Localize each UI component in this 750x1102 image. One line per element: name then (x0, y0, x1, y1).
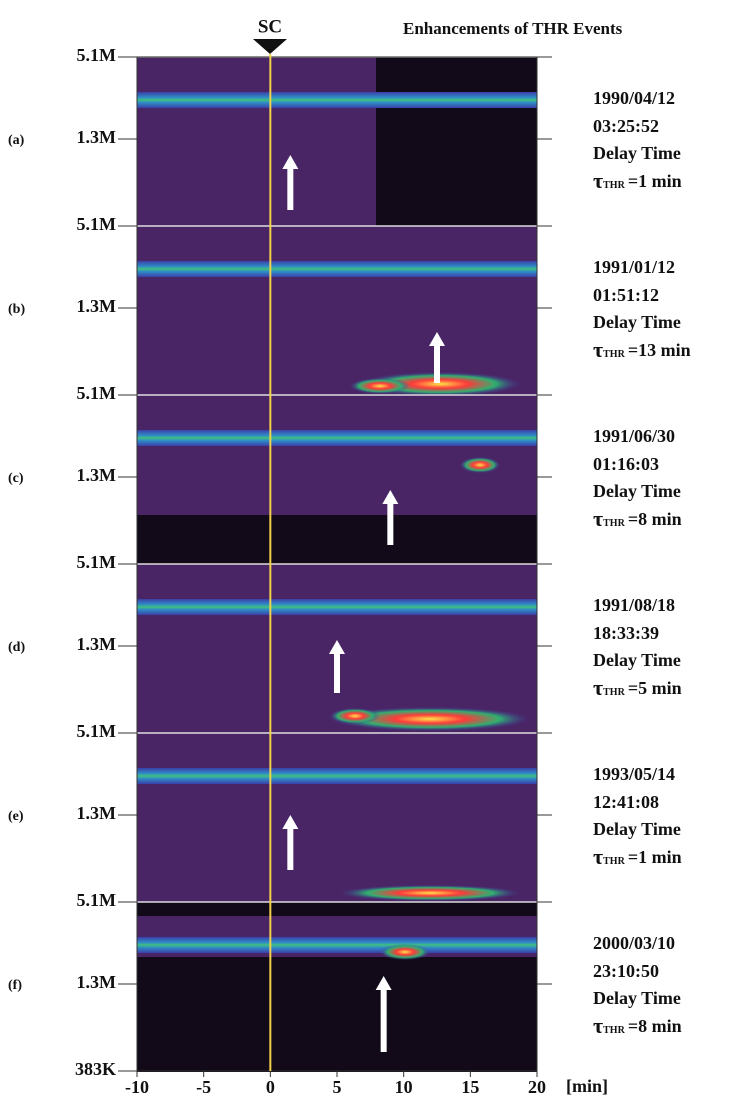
event-time: 01:16:03 (593, 454, 659, 474)
delay-label: Delay Time (593, 312, 681, 332)
delay-arrow (375, 976, 392, 1052)
dark-region (376, 57, 537, 226)
x-tick-label: 10 (395, 1077, 413, 1097)
emission-band (137, 937, 537, 953)
delay: =8 min (628, 509, 682, 529)
y-tick-label: 1.3M (77, 296, 117, 316)
enhancement (330, 707, 530, 731)
x-tick-label: 0 (266, 1077, 275, 1097)
event-date: 1991/08/18 (593, 595, 675, 615)
delay-value: τTHR =1 min (593, 844, 682, 869)
panel-label: (c) (8, 471, 24, 486)
sc-label: SC (258, 16, 282, 37)
tau-subscript: THR (603, 687, 625, 698)
y-tick-label: 1.3M (77, 127, 117, 147)
spectrogram (137, 733, 537, 902)
emission-band (137, 430, 537, 446)
x-tick-label: 5 (333, 1077, 342, 1097)
x-tick-label: 15 (461, 1077, 479, 1097)
tau-subscript: THR (603, 856, 625, 867)
panel-label: (e) (8, 809, 24, 824)
x-tick-label: 20 (528, 1077, 546, 1097)
y-tick-label: 1.3M (77, 803, 117, 823)
enhancement (380, 944, 430, 960)
tau-subscript: THR (603, 180, 625, 191)
y-tick-label: 1.3M (77, 634, 117, 654)
event-date: 1991/01/12 (593, 257, 675, 277)
delay-arrow (382, 490, 399, 545)
delay-value: τTHR =1 min (593, 168, 682, 193)
delay-label: Delay Time (593, 988, 681, 1008)
delay: =1 min (628, 171, 682, 191)
enhancement (330, 708, 380, 724)
dark-region (137, 957, 537, 1072)
y-tick-label: 1.3M (77, 972, 117, 992)
event-time: 18:33:39 (593, 623, 659, 643)
emission-band (137, 599, 537, 615)
event-date: 2000/03/10 (593, 933, 675, 953)
tau-subscript: THR (603, 349, 625, 360)
delay-arrow (429, 332, 445, 383)
sc-marker (253, 39, 287, 54)
tau-subscript: THR (603, 1025, 625, 1036)
delay-label: Delay Time (593, 819, 681, 839)
tau-symbol: τ (593, 168, 603, 193)
y-tick-label: 5.1M (77, 214, 117, 234)
tau-symbol: τ (593, 506, 603, 531)
event-date: 1991/06/30 (593, 426, 675, 446)
event-time: 23:10:50 (593, 961, 659, 981)
y-tick-label: 5.1M (77, 890, 117, 910)
enhancement (350, 378, 410, 394)
y-tick-label: 5.1M (77, 45, 117, 65)
delay: =5 min (628, 678, 682, 698)
dark-region (137, 515, 537, 564)
x-axis-unit: [min] (566, 1076, 608, 1096)
y-tick-label: 5.1M (77, 721, 117, 741)
delay: =8 min (628, 1016, 682, 1036)
enhancement (340, 885, 520, 901)
panel-label: (b) (8, 302, 25, 317)
y-tick-label: 5.1M (77, 383, 117, 403)
tau-subscript: THR (603, 518, 625, 529)
delay-arrow (282, 815, 299, 870)
delay-value: τTHR =13 min (593, 337, 691, 362)
event-date: 1990/04/12 (593, 88, 675, 108)
emission-band (137, 768, 537, 784)
delay-label: Delay Time (593, 143, 681, 163)
event-time: 01:51:12 (593, 285, 659, 305)
delay-arrow (282, 155, 299, 210)
delay: =13 min (628, 340, 691, 360)
spectrogram (137, 226, 537, 395)
delay-label: Delay Time (593, 650, 681, 670)
panel-label: (f) (8, 978, 22, 993)
delay-value: τTHR =8 min (593, 506, 682, 531)
x-tick-label: -10 (125, 1077, 149, 1097)
y-tick-label: 5.1M (77, 552, 117, 572)
y-tick-label: 383K (75, 1059, 116, 1079)
y-tick-label: 1.3M (77, 465, 117, 485)
tau-symbol: τ (593, 675, 603, 700)
emission-band (137, 261, 537, 277)
tau-symbol: τ (593, 1013, 603, 1038)
emission-band (137, 92, 537, 108)
event-time: 03:25:52 (593, 116, 659, 136)
panel-label: (d) (8, 640, 25, 655)
event-date: 1993/05/14 (593, 764, 675, 784)
x-tick-label: -5 (196, 1077, 211, 1097)
dark-region (137, 902, 537, 916)
event-time: 12:41:08 (593, 792, 659, 812)
delay: =1 min (628, 847, 682, 867)
delay-arrow (329, 640, 345, 693)
delay-value: τTHR =8 min (593, 1013, 682, 1038)
delay-value: τTHR =5 min (593, 675, 682, 700)
delay-label: Delay Time (593, 481, 681, 501)
panel-label: (a) (8, 133, 25, 148)
enhancement (460, 457, 500, 473)
figure-title: Enhancements of THR Events (403, 19, 623, 38)
tau-symbol: τ (593, 337, 603, 362)
tau-symbol: τ (593, 844, 603, 869)
